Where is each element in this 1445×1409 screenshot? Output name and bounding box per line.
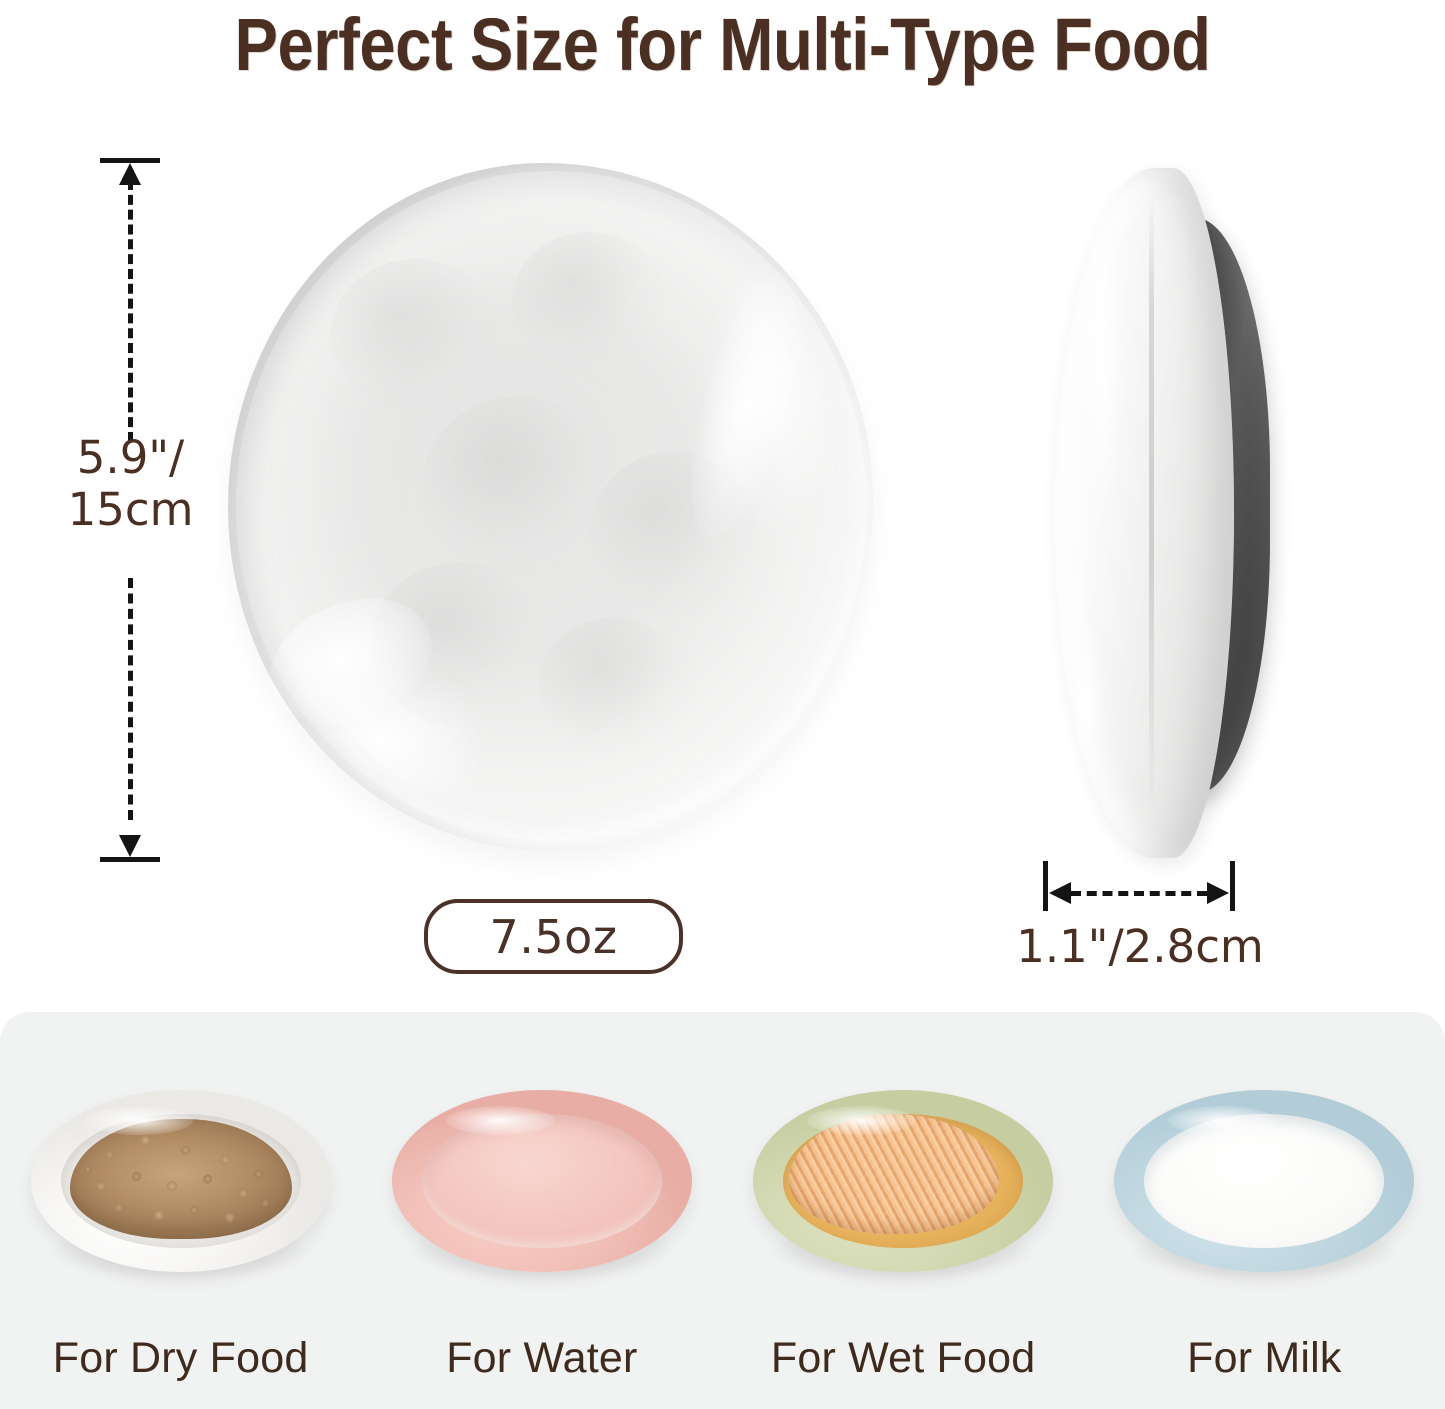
bowl-well — [1144, 1113, 1385, 1249]
width-dimension-line — [1043, 861, 1235, 917]
ceramic-dish-profile — [1054, 168, 1234, 858]
bowl-texture-dimple — [537, 617, 693, 755]
usage-item-wet-food: For Wet Food — [723, 1012, 1084, 1409]
usage-panel: For Dry Food For Water For Wet Food — [0, 1012, 1445, 1409]
height-dimension-line — [100, 158, 160, 862]
milk-bowl — [1114, 1090, 1415, 1280]
dimension-dashes-lower — [128, 578, 133, 820]
usage-label-milk: For Milk — [1187, 1334, 1342, 1382]
arrowhead-up-icon — [119, 163, 141, 185]
dimension-cap-right — [1230, 861, 1235, 911]
ceramic-bowl-top-view — [228, 163, 873, 851]
usage-label-wet-food: For Wet Food — [770, 1334, 1036, 1382]
arrowhead-right-icon — [1207, 882, 1229, 904]
arrowhead-left-icon — [1049, 882, 1071, 904]
capacity-badge: 7.5oz — [424, 899, 683, 974]
bowl-well — [421, 1113, 662, 1249]
shredded-food — [789, 1113, 1000, 1234]
side-highlight-lower — [1072, 623, 1101, 776]
bowl-rim-glint — [1168, 1106, 1277, 1136]
dimension-cap-bottom — [100, 857, 160, 862]
side-highlight-upper — [1082, 209, 1123, 500]
bowl-rim-glint — [84, 1106, 193, 1136]
bowl-texture-dimple — [421, 396, 615, 576]
side-rim-crease — [1149, 195, 1155, 831]
dimension-dashes-upper — [128, 180, 133, 442]
water-bowl — [391, 1090, 692, 1280]
kibble-pile — [69, 1119, 292, 1240]
dimension-dashes — [1071, 891, 1207, 896]
ceramic-bowl-side-view — [1020, 160, 1310, 860]
dry-food-bowl — [30, 1090, 331, 1280]
bowl-rim-glint — [807, 1106, 916, 1136]
bowl-rim-glint — [445, 1106, 554, 1136]
dimension-cap-left — [1043, 861, 1048, 911]
height-dimension-label: 5.9"/ 15cm — [67, 431, 194, 536]
usage-item-milk: For Milk — [1084, 1012, 1445, 1409]
usage-item-dry-food: For Dry Food — [0, 1012, 361, 1409]
bowl-texture-dimple — [511, 231, 667, 370]
page-title: Perfect Size for Multi-Type Food — [234, 3, 1211, 86]
bowl-edge-shading — [228, 163, 873, 851]
usage-item-water: For Water — [361, 1012, 722, 1409]
width-dimension-label: 1.1"/2.8cm — [1016, 920, 1264, 973]
usage-label-water: For Water — [446, 1334, 638, 1382]
usage-label-dry-food: For Dry Food — [52, 1334, 309, 1382]
wet-food-bowl — [753, 1090, 1054, 1280]
bowl-texture-dimple — [331, 259, 499, 411]
arrowhead-down-icon — [119, 835, 141, 857]
dimension-cap-top — [100, 158, 160, 163]
